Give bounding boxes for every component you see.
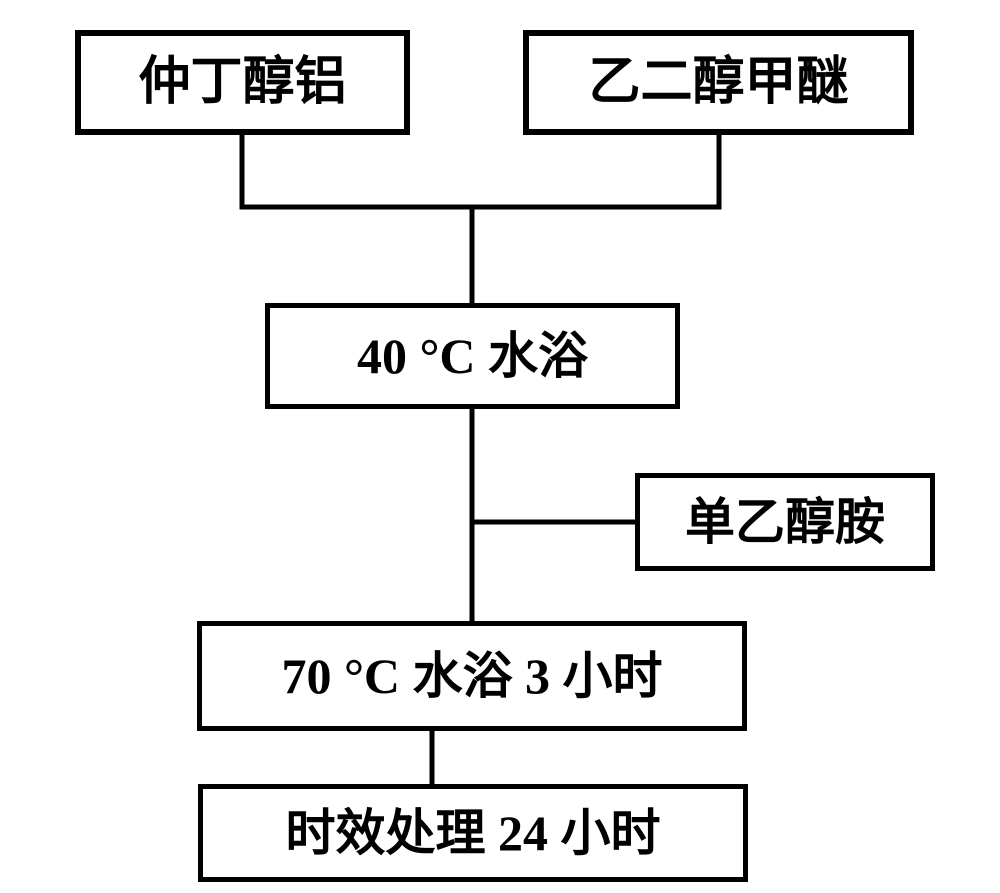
node-label: 70 °C 水浴 3 小时 — [281, 649, 662, 704]
node-label: 40 °C 水浴 — [357, 329, 588, 384]
diagram-canvas: 仲丁醇铝 乙二醇甲醚 40 °C 水浴 单乙醇胺 70 °C 水浴 3 小时 时… — [0, 0, 1000, 893]
node-label: 乙二醇甲醚 — [588, 54, 848, 111]
node-label: 时效处理 24 小时 — [286, 806, 661, 861]
node-reagent-ethylene-glycol-methyl-ether: 乙二醇甲醚 — [523, 30, 914, 135]
node-label: 仲丁醇铝 — [138, 54, 346, 111]
node-label: 单乙醇胺 — [685, 495, 885, 550]
node-aging-24h: 时效处理 24 小时 — [198, 784, 748, 882]
node-reagent-aluminum-sec-butoxide: 仲丁醇铝 — [75, 30, 410, 135]
node-reagent-monoethanolamine: 单乙醇胺 — [635, 473, 935, 571]
node-water-bath-40c: 40 °C 水浴 — [265, 303, 680, 409]
node-water-bath-70c-3h: 70 °C 水浴 3 小时 — [197, 621, 747, 731]
